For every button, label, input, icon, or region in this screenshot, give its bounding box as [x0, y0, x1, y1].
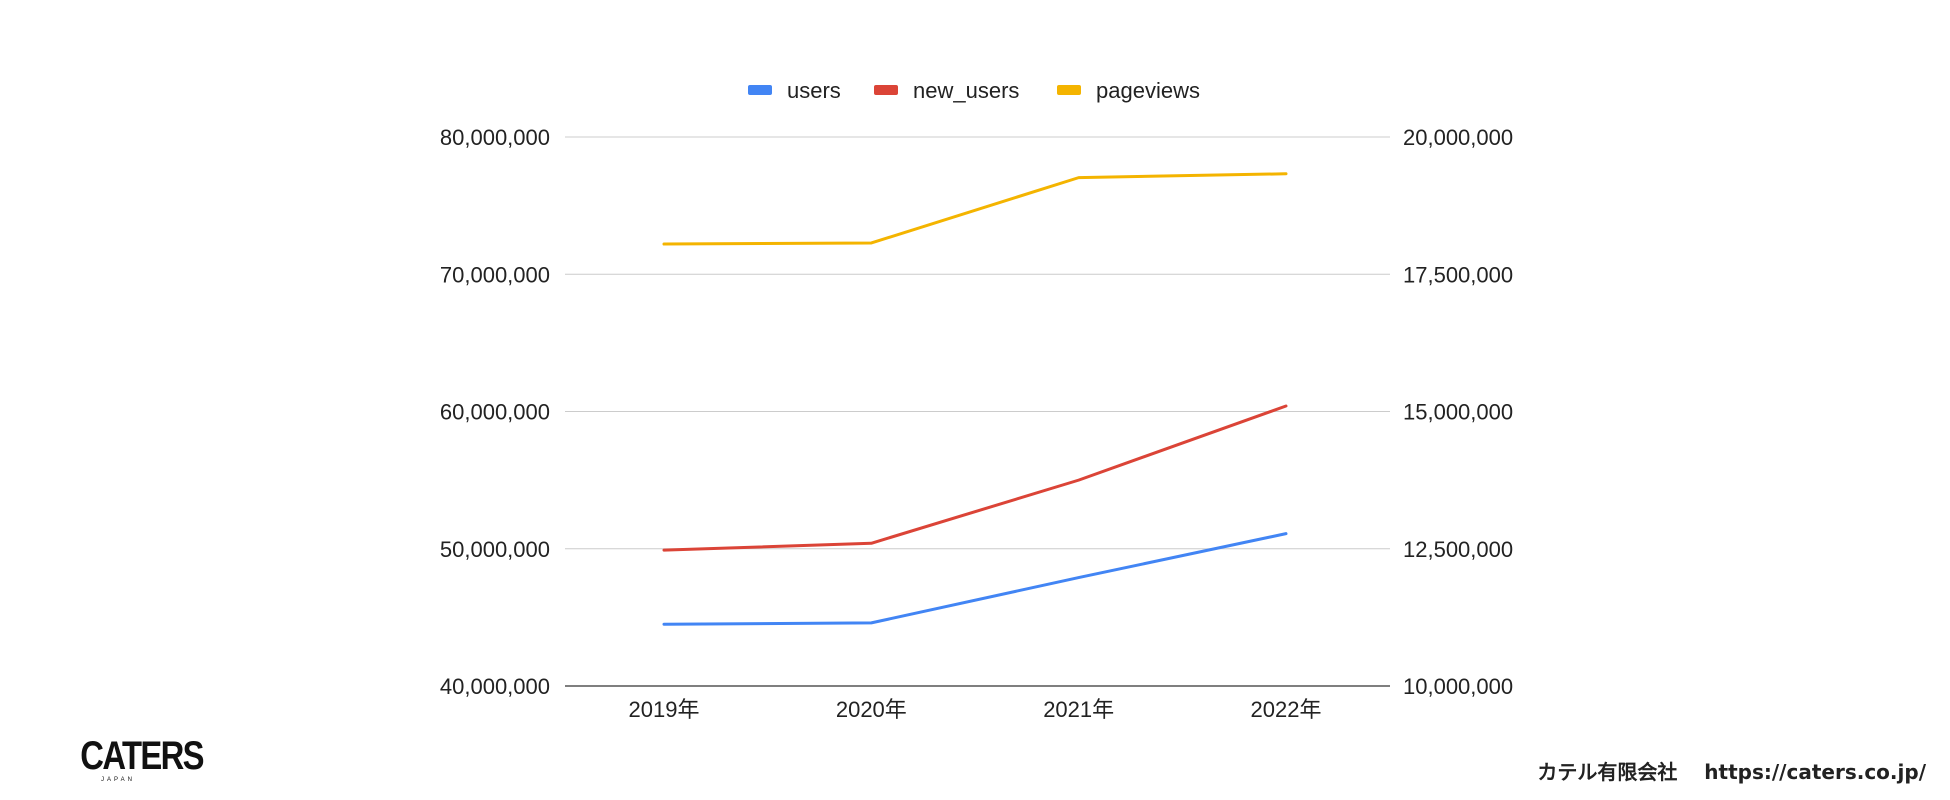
- footer-credit: カテル有限会社 https://caters.co.jp/: [1537, 756, 1926, 785]
- series-line-new-users: [662, 404, 1288, 552]
- series-line-users: [662, 532, 1288, 626]
- legend-label: pageviews: [1096, 78, 1200, 103]
- logo-text: CATERS: [80, 734, 204, 778]
- legend-swatch: [874, 85, 898, 95]
- x-tick-label: 2021年: [1043, 697, 1114, 722]
- x-tick-label: 2020年: [836, 697, 907, 722]
- x-tick-label: 2022年: [1251, 697, 1322, 722]
- company-name: カテル有限会社: [1537, 760, 1678, 784]
- left-axis: 40,000,000 50,000,000 60,000,000 70,000,000…: [440, 125, 550, 699]
- legend-item: users: [748, 78, 841, 103]
- company-url: https://caters.co.jp/: [1704, 760, 1926, 784]
- right-axis: 10,000,000 12,500,000 15,000,000 17,500,000…: [1403, 125, 1513, 699]
- legend-swatch: [1057, 85, 1081, 95]
- left-tick-label: 50,000,000: [440, 537, 550, 562]
- legend-label: users: [787, 78, 841, 103]
- left-tick-label: 60,000,000: [440, 400, 550, 425]
- legend-item: new_users: [874, 78, 1019, 103]
- left-tick-label: 80,000,000: [440, 125, 550, 150]
- caters-logo: CATERS JAPAN: [72, 734, 204, 783]
- legend-item: pageviews: [1057, 78, 1200, 103]
- x-axis: 2019年 2020年 2021年 2022年: [629, 697, 1322, 722]
- x-tick-label: 2019年: [629, 697, 700, 722]
- right-tick-label: 15,000,000: [1403, 400, 1513, 425]
- logo-subtext: JAPAN: [101, 777, 135, 783]
- right-tick-label: 17,500,000: [1403, 262, 1513, 287]
- left-tick-label: 70,000,000: [440, 262, 550, 287]
- right-tick-label: 20,000,000: [1403, 125, 1513, 150]
- legend-label: new_users: [913, 78, 1019, 103]
- right-tick-label: 12,500,000: [1403, 537, 1513, 562]
- right-tick-label: 10,000,000: [1403, 674, 1513, 699]
- chart-legend: users new_users pageviews: [748, 78, 1200, 103]
- chart-series: [662, 172, 1288, 626]
- series-line-pageviews: [662, 172, 1288, 246]
- left-tick-label: 40,000,000: [440, 674, 550, 699]
- legend-swatch: [748, 85, 772, 95]
